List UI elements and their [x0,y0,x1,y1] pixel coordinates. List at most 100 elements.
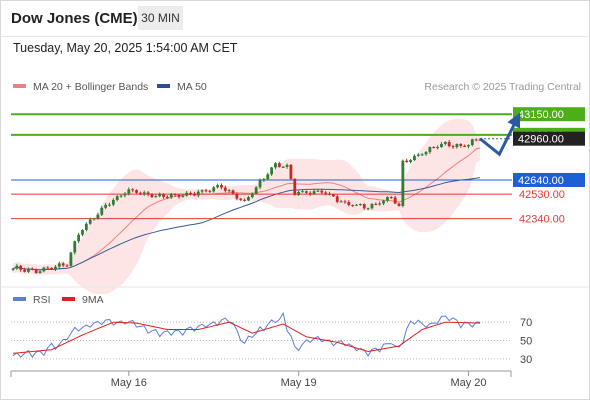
candle [459,143,463,148]
candle-body [173,194,177,196]
candle-body [424,152,428,155]
candle [393,195,397,205]
candle-body [208,190,212,192]
watermark: Research © 2025 Trading Central [424,81,581,93]
candle [158,192,162,198]
candle [467,144,470,149]
candle-body [142,192,146,194]
rsi-tick-70: 70 [520,317,532,329]
candle [127,187,131,196]
candle [173,193,177,197]
x-tick-label-2: May 19 [281,377,317,389]
candle-body [19,265,23,270]
candle [77,232,81,243]
candle [239,197,243,202]
candle [270,166,274,176]
candle-body [77,234,81,242]
candle [386,196,389,203]
candle-body [150,194,154,198]
projection-arrow-head [507,112,521,129]
rsi-legend-swatch-1 [13,297,26,301]
rsi-legend-label-1: RSI [33,294,51,306]
candle [382,199,385,206]
candle-body [374,203,378,205]
candle [162,193,165,199]
candle [154,194,158,198]
candle [424,150,428,156]
candle-body [382,200,385,204]
candle-body [104,204,108,208]
candle [443,141,447,146]
candle [347,200,351,207]
candle [84,222,88,232]
candle-body [131,189,135,191]
candle [142,190,146,196]
candle-body [23,269,26,272]
candle-body [339,201,343,203]
candle [19,264,23,272]
candle-body [467,145,470,147]
candle [204,188,208,193]
rsi-legend-swatch-2 [62,297,75,301]
candle [335,194,339,204]
candle-body [343,201,347,203]
candle-body [254,187,258,194]
legend-label-1: MA 20 + Bollinger Bands [33,81,148,93]
candle-body [301,191,304,193]
candle-body [463,145,467,147]
candle [324,190,328,196]
candle [65,264,69,267]
instrument-title: Dow Jones (CME) [11,10,138,27]
candles [11,138,482,274]
candle-body [243,199,246,201]
candle [297,190,301,196]
candle-body [405,160,409,163]
candle-body [158,194,162,197]
candle [474,138,478,142]
candle-body [409,160,412,163]
candle [328,191,331,196]
pivot-tag-4 [513,172,585,187]
candle-body [293,178,297,195]
candle [281,166,285,168]
candle [169,192,173,199]
candle [27,267,30,273]
candle [405,158,409,163]
candle [436,145,439,150]
candle [339,199,343,203]
candle [370,203,374,210]
candle-body [397,203,401,206]
candle [440,141,443,148]
candle [100,205,104,217]
candle-body [328,193,331,195]
candle-body [308,192,312,194]
candle [351,204,355,207]
candle [193,191,196,197]
candle-body [235,193,239,199]
candle-body [443,141,447,144]
candle [131,188,135,193]
candle [88,217,92,225]
rsi-line-9ma [12,321,481,354]
candle-body [247,197,250,201]
candle-body [216,185,219,188]
candle-body [127,189,131,194]
candle-body [193,193,196,196]
candle-body [470,139,474,146]
candle [23,267,26,273]
candle-body [316,190,320,192]
candle [208,190,212,193]
candle-body [262,179,266,181]
candle-body [227,190,231,192]
candle [111,198,115,207]
candle-body [362,204,366,209]
candle [227,189,231,193]
candle-body [281,166,285,168]
timeframe-button[interactable]: 30 MIN [138,6,183,30]
candle [231,189,235,195]
candle-body [92,218,96,220]
candle [258,178,262,190]
candle-body [401,160,405,206]
candle [359,203,362,206]
candle [355,204,358,206]
